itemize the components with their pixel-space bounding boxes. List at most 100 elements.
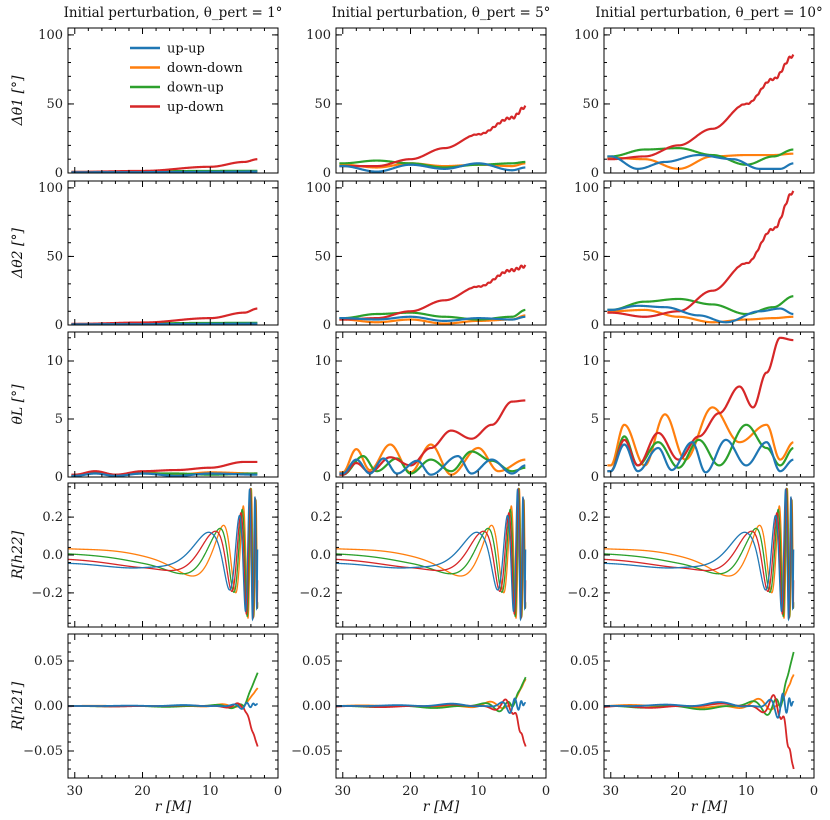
x-tick-label: 10 <box>738 784 755 799</box>
panel-r2-c1: 0 5 10 <box>314 331 547 485</box>
y-tick-label: 0.05 <box>34 654 63 669</box>
y-tick-label: 0 <box>323 166 331 181</box>
plot-area <box>339 264 527 325</box>
y-tick-label: 50 <box>46 97 63 112</box>
panel-r3-c2: −0.2 0.0 0.2 <box>567 482 815 628</box>
y-axis-label: R[h22] <box>10 530 26 580</box>
y-tick-label: 100 <box>306 181 331 196</box>
series-up-up-wave <box>336 697 527 714</box>
y-tick-label: 0 <box>323 318 331 333</box>
plot-area <box>336 487 527 622</box>
y-tick-label: 5 <box>591 412 599 427</box>
series-down-down-wave <box>604 674 795 711</box>
y-tick-label: 0.0 <box>578 548 599 563</box>
y-tick-label: 0.05 <box>570 654 599 669</box>
series-down-up-line <box>607 147 794 166</box>
legend-label-up-down: up-down <box>167 100 224 115</box>
series-up-up-line <box>607 438 794 474</box>
y-axis-label: R[h21] <box>10 681 26 731</box>
panel-r2-c0: 0 5 10 <box>46 331 279 485</box>
y-tick-label: 0 <box>55 318 63 333</box>
y-tick-label: 0 <box>55 470 63 485</box>
column-title: Initial perturbation, θ_pert = 5° <box>332 5 551 21</box>
column-title: Initial perturbation, θ_pert = 1° <box>64 5 283 21</box>
y-tick-label: 0 <box>591 166 599 181</box>
y-tick-label: 0 <box>323 470 331 485</box>
x-tick-label: 30 <box>67 784 84 799</box>
series-up-up-line <box>339 455 526 476</box>
series-down-up-wave <box>68 487 259 620</box>
panel-r1-c0: 0 50 100 <box>38 180 279 333</box>
panel-r1-c2: 0 50 100 <box>574 180 815 333</box>
series-up-down-line <box>607 54 795 161</box>
plot-area <box>339 105 527 173</box>
y-axis-label: θL [°] <box>10 384 26 425</box>
panel-r2-c2: 0 5 10 <box>582 331 815 485</box>
y-tick-label: 0.00 <box>302 699 331 714</box>
y-tick-label: 0 <box>591 470 599 485</box>
y-tick-label: 50 <box>46 249 63 264</box>
panel-r0-c0: 0 50 100 <box>38 27 279 181</box>
column-title: Initial perturbation, θ_pert = 10° <box>595 5 822 21</box>
y-tick-label: 0.2 <box>310 510 331 525</box>
panel-r3-c0: −0.2 0.0 0.2 <box>31 482 279 628</box>
series-up-down-wave <box>68 702 259 747</box>
y-tick-label: 0.0 <box>310 548 331 563</box>
panel-frame <box>335 331 547 478</box>
y-tick-label: 0.00 <box>570 699 599 714</box>
y-tick-label: 10 <box>46 354 63 369</box>
y-tick-label: 0.0 <box>42 548 63 563</box>
series-down-down-wave <box>604 487 795 620</box>
series-up-up-wave <box>604 488 795 622</box>
plot-area <box>604 651 795 770</box>
plot-area <box>68 487 259 622</box>
y-tick-label: 50 <box>582 97 599 112</box>
plot-area <box>607 336 794 474</box>
y-tick-label: 0.00 <box>34 699 63 714</box>
y-tick-label: 100 <box>574 181 599 196</box>
series-down-down-wave <box>68 687 259 708</box>
y-tick-label: 5 <box>55 412 63 427</box>
panel-r3-c1: −0.2 0.0 0.2 <box>299 482 547 628</box>
y-tick-label: 0 <box>55 166 63 181</box>
x-tick-label: 20 <box>402 784 419 799</box>
series-up-up-line <box>71 322 258 325</box>
y-tick-label: −0.2 <box>299 586 331 601</box>
x-tick-label: 0 <box>542 784 550 799</box>
series-down-down-line <box>607 308 794 324</box>
series-down-down-wave <box>68 487 259 620</box>
plot-area <box>71 460 258 477</box>
plot-area <box>607 54 795 170</box>
y-tick-label: 0 <box>591 318 599 333</box>
series-up-down-line <box>339 105 527 168</box>
plot-area <box>339 399 526 476</box>
legend-label-down-down: down-down <box>167 61 243 76</box>
series-down-down-line <box>339 314 526 325</box>
series-down-up-line <box>339 159 526 169</box>
series-up-down-wave <box>604 487 795 621</box>
plot-area <box>604 487 795 622</box>
panel-r4-c2: −0.05 0.00 0.05 30 20 10 0 <box>559 633 818 799</box>
panel-frame <box>335 180 547 326</box>
series-up-up-line <box>339 162 526 173</box>
series-up-down-line <box>71 460 258 476</box>
series-up-down-wave <box>68 487 259 621</box>
panel-frame <box>335 27 547 174</box>
legend-label-up-up: up-up <box>167 42 205 57</box>
x-tick-label: 30 <box>603 784 620 799</box>
y-tick-label: 50 <box>314 97 331 112</box>
x-tick-label: 10 <box>202 784 219 799</box>
plot-area <box>71 158 258 173</box>
series-up-down-line <box>607 190 795 318</box>
panel-r4-c0: −0.05 0.00 0.05 30 20 10 0 <box>23 633 282 799</box>
series-up-up-line <box>339 315 526 322</box>
x-axis-label: r [M] <box>691 799 728 815</box>
y-tick-label: 0.2 <box>578 510 599 525</box>
y-tick-label: 0.05 <box>302 654 331 669</box>
plot-area <box>71 307 258 325</box>
y-tick-label: 50 <box>314 249 331 264</box>
series-up-up-wave <box>68 488 259 622</box>
plot-area <box>336 676 527 747</box>
series-up-up-wave <box>604 692 795 719</box>
series-down-down-line <box>607 406 794 467</box>
